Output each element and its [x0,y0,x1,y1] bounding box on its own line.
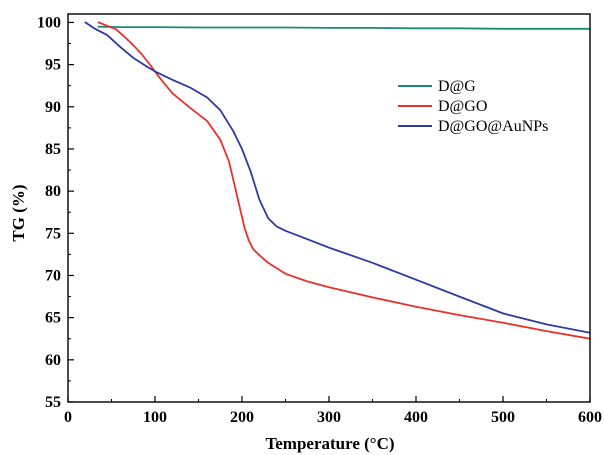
y-tick-label-7: 90 [45,99,61,116]
series-lines [84,21,590,340]
axes: 0 100 200 300 400 500 600 55 60 65 70 75 80 85 90 95 100 [37,13,602,426]
y-tick-label-0: 55 [45,394,61,411]
y-tick-label-1: 60 [45,352,61,369]
series-line-0 [97,25,590,30]
y-axis-title: TG (%) [9,184,28,241]
legend-label-2: D@GO@AuNPs [438,118,548,135]
x-tick-label-0: 0 [64,409,72,426]
y-tick-label-3: 70 [45,267,61,284]
x-tick-label-3: 300 [317,409,341,426]
x-tick-label-4: 400 [404,409,428,426]
x-axis-title: Temperature (°C) [265,434,394,453]
y-tick-label-9: 100 [37,14,61,31]
legend-label-0: D@G [438,78,476,95]
y-tick-label-2: 65 [45,310,61,327]
series-line-2 [84,21,590,334]
legend-label-1: D@GO [438,98,487,115]
series-line-1 [97,21,590,340]
x-tick-label-1: 100 [143,409,167,426]
x-tick-label-2: 200 [230,409,254,426]
x-tick-label-6: 600 [578,409,602,426]
y-tick-label-8: 95 [45,57,61,74]
y-tick-label-5: 80 [45,183,61,200]
plot-frame [67,13,591,403]
legend: D@G D@GO D@GO@AuNPs [398,78,548,135]
y-tick-label-4: 75 [45,225,61,242]
x-tick-label-5: 500 [491,409,515,426]
y-tick-label-6: 85 [45,141,61,158]
